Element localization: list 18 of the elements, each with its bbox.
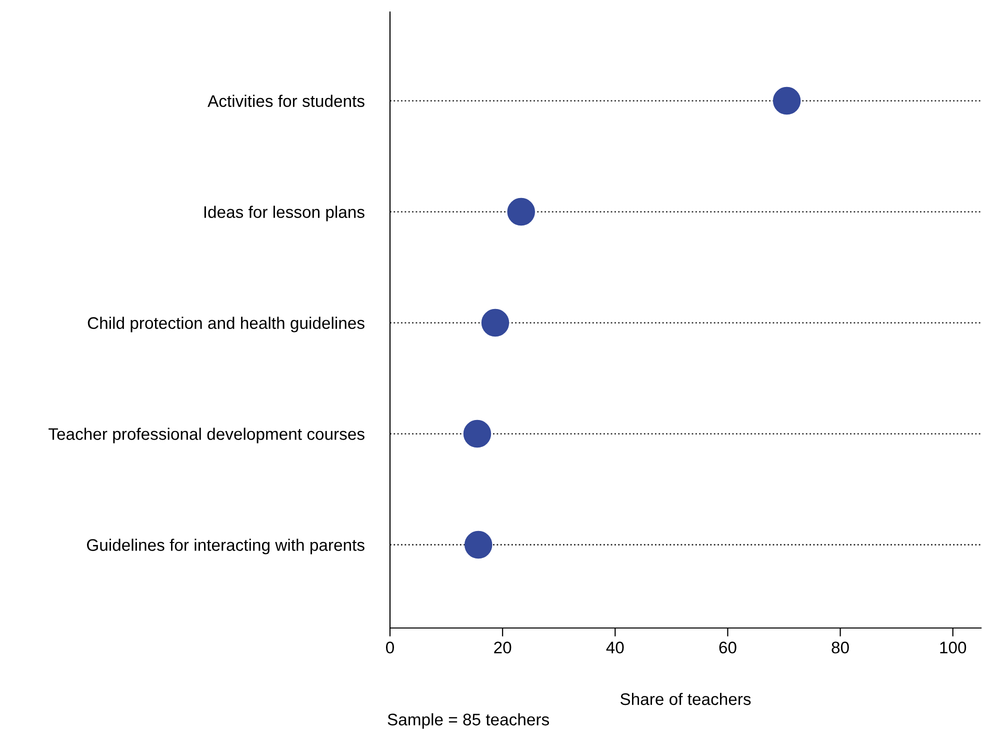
point bbox=[481, 308, 510, 337]
x-tick-label: 20 bbox=[494, 642, 512, 654]
x-tick-label: 0 bbox=[386, 642, 394, 654]
y-tick-label: Child protection and health guidelines bbox=[88, 316, 364, 332]
point bbox=[464, 530, 492, 559]
x-tick-label: 40 bbox=[606, 642, 624, 654]
y-tick-label: Guidelines for interacting with parents bbox=[87, 538, 364, 554]
y-tick-label: Activities for students bbox=[208, 94, 364, 107]
point bbox=[463, 420, 492, 448]
y-tick-label: Teacher professional development courses bbox=[48, 428, 364, 444]
point bbox=[507, 198, 536, 226]
text: Sample = 85 teachers bbox=[388, 713, 549, 729]
y-tick-label: Ideas for lesson plans bbox=[204, 206, 364, 222]
x-tick-label: 60 bbox=[719, 642, 736, 654]
x-tick-label: 80 bbox=[832, 642, 849, 654]
x-axis-title: Share of teachers bbox=[620, 692, 751, 706]
point bbox=[772, 86, 801, 115]
x-tick-label: 100 bbox=[940, 642, 966, 654]
